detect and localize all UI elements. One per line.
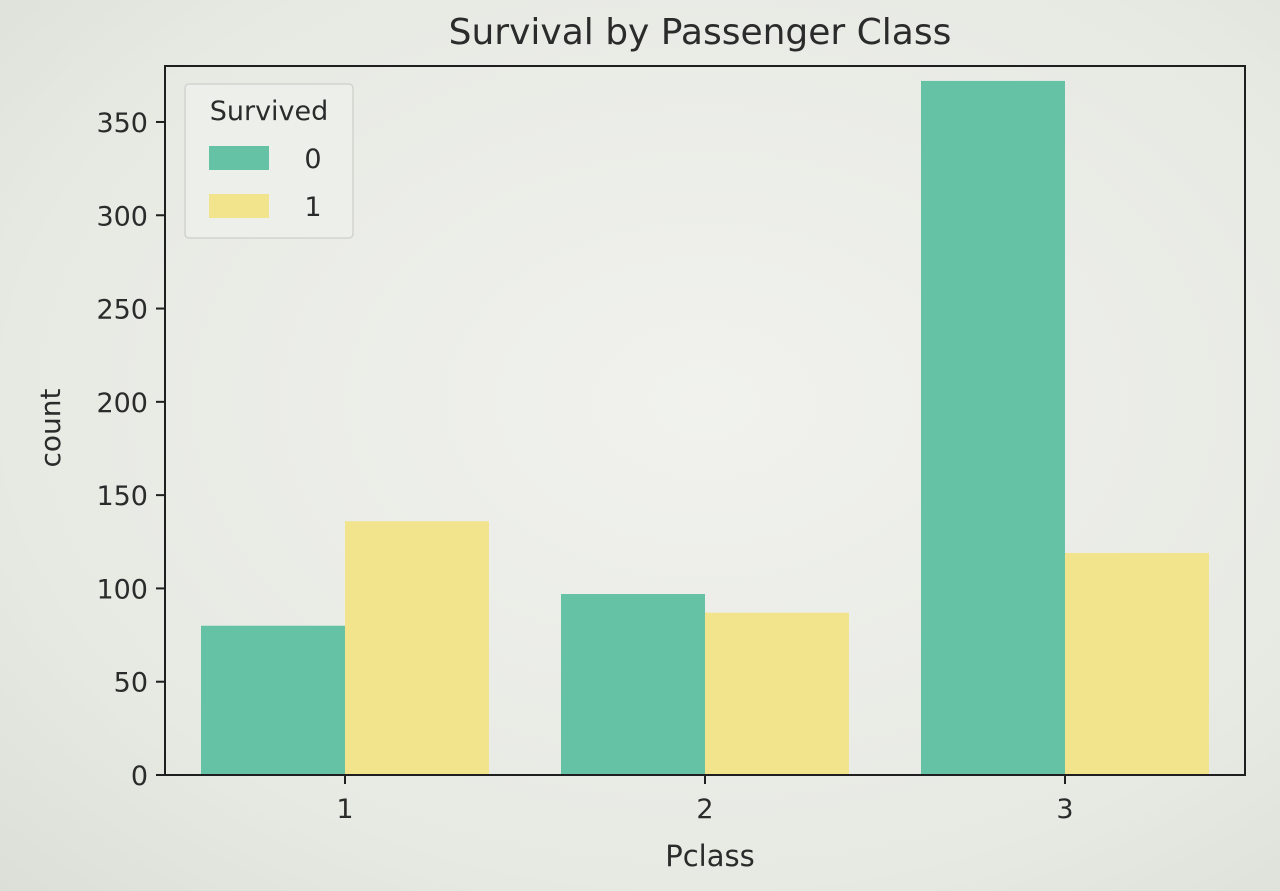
bar-2-survived-1 <box>705 612 849 775</box>
bar-1-survived-1 <box>345 521 489 775</box>
bar-3-survived-1 <box>1065 552 1209 775</box>
y-axis-label: count <box>34 388 67 467</box>
axes-layer: 0 50 100 150 200 250 300 350 1 2 3 <box>96 65 1246 825</box>
legend-label-0: 0 <box>304 144 321 175</box>
y-tick-label: 50 <box>114 668 148 699</box>
y-tick-label: 200 <box>96 388 148 419</box>
y-tick-label: 0 <box>131 761 148 792</box>
y-tick-label: 250 <box>96 295 148 326</box>
y-tick-label: 300 <box>96 201 148 232</box>
legend-label-1: 1 <box>304 192 321 223</box>
y-tick-label: 150 <box>96 481 148 512</box>
bar-3-survived-0 <box>921 80 1065 775</box>
x-tick-label: 3 <box>1056 794 1073 825</box>
y-tick-label: 100 <box>96 574 148 605</box>
y-tick-label: 350 <box>96 108 148 139</box>
legend-swatch-0 <box>209 146 269 170</box>
chart-title: Survival by Passenger Class <box>449 12 952 53</box>
x-tick-label: 1 <box>336 794 353 825</box>
bars-layer <box>201 80 1209 775</box>
legend-title: Survived <box>210 96 329 127</box>
x-tick-label: 2 <box>696 794 713 825</box>
bar-2-survived-0 <box>561 594 705 775</box>
legend-swatch-1 <box>209 194 269 218</box>
legend: Survived 0 1 <box>184 83 354 239</box>
x-axis-label: Pclass <box>665 839 754 873</box>
bar-1-survived-0 <box>201 625 345 775</box>
